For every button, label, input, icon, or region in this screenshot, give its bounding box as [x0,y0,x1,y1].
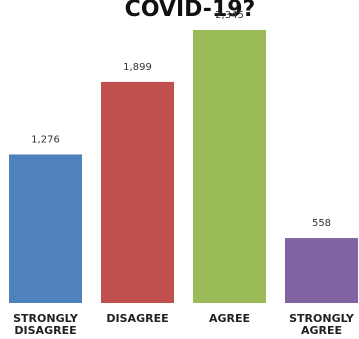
chart-title: COVID-19? [125,0,256,22]
category-label-0-line-0: STRONGLY [13,312,79,325]
bar-1 [101,81,174,303]
category-label-0-line-1: DISAGREE [14,324,76,337]
value-label-0: 1,276 [31,134,60,145]
bar-0 [9,154,82,303]
value-labels-group: 1,276 1,899 2,345 558 [31,10,331,229]
category-label-2-line-0: AGREE [209,312,250,325]
bar-2 [193,30,266,303]
category-label-3-line-1: AGREE [301,324,342,337]
bar-3 [285,238,358,303]
value-label-1: 1,899 [123,62,152,73]
category-label-3-line-0: STRONGLY [289,312,355,325]
category-label-1-line-0: DISAGREE [106,312,168,325]
bars-group [9,30,358,303]
value-label-3: 558 [312,218,331,229]
value-label-2: 2,345 [215,10,244,21]
